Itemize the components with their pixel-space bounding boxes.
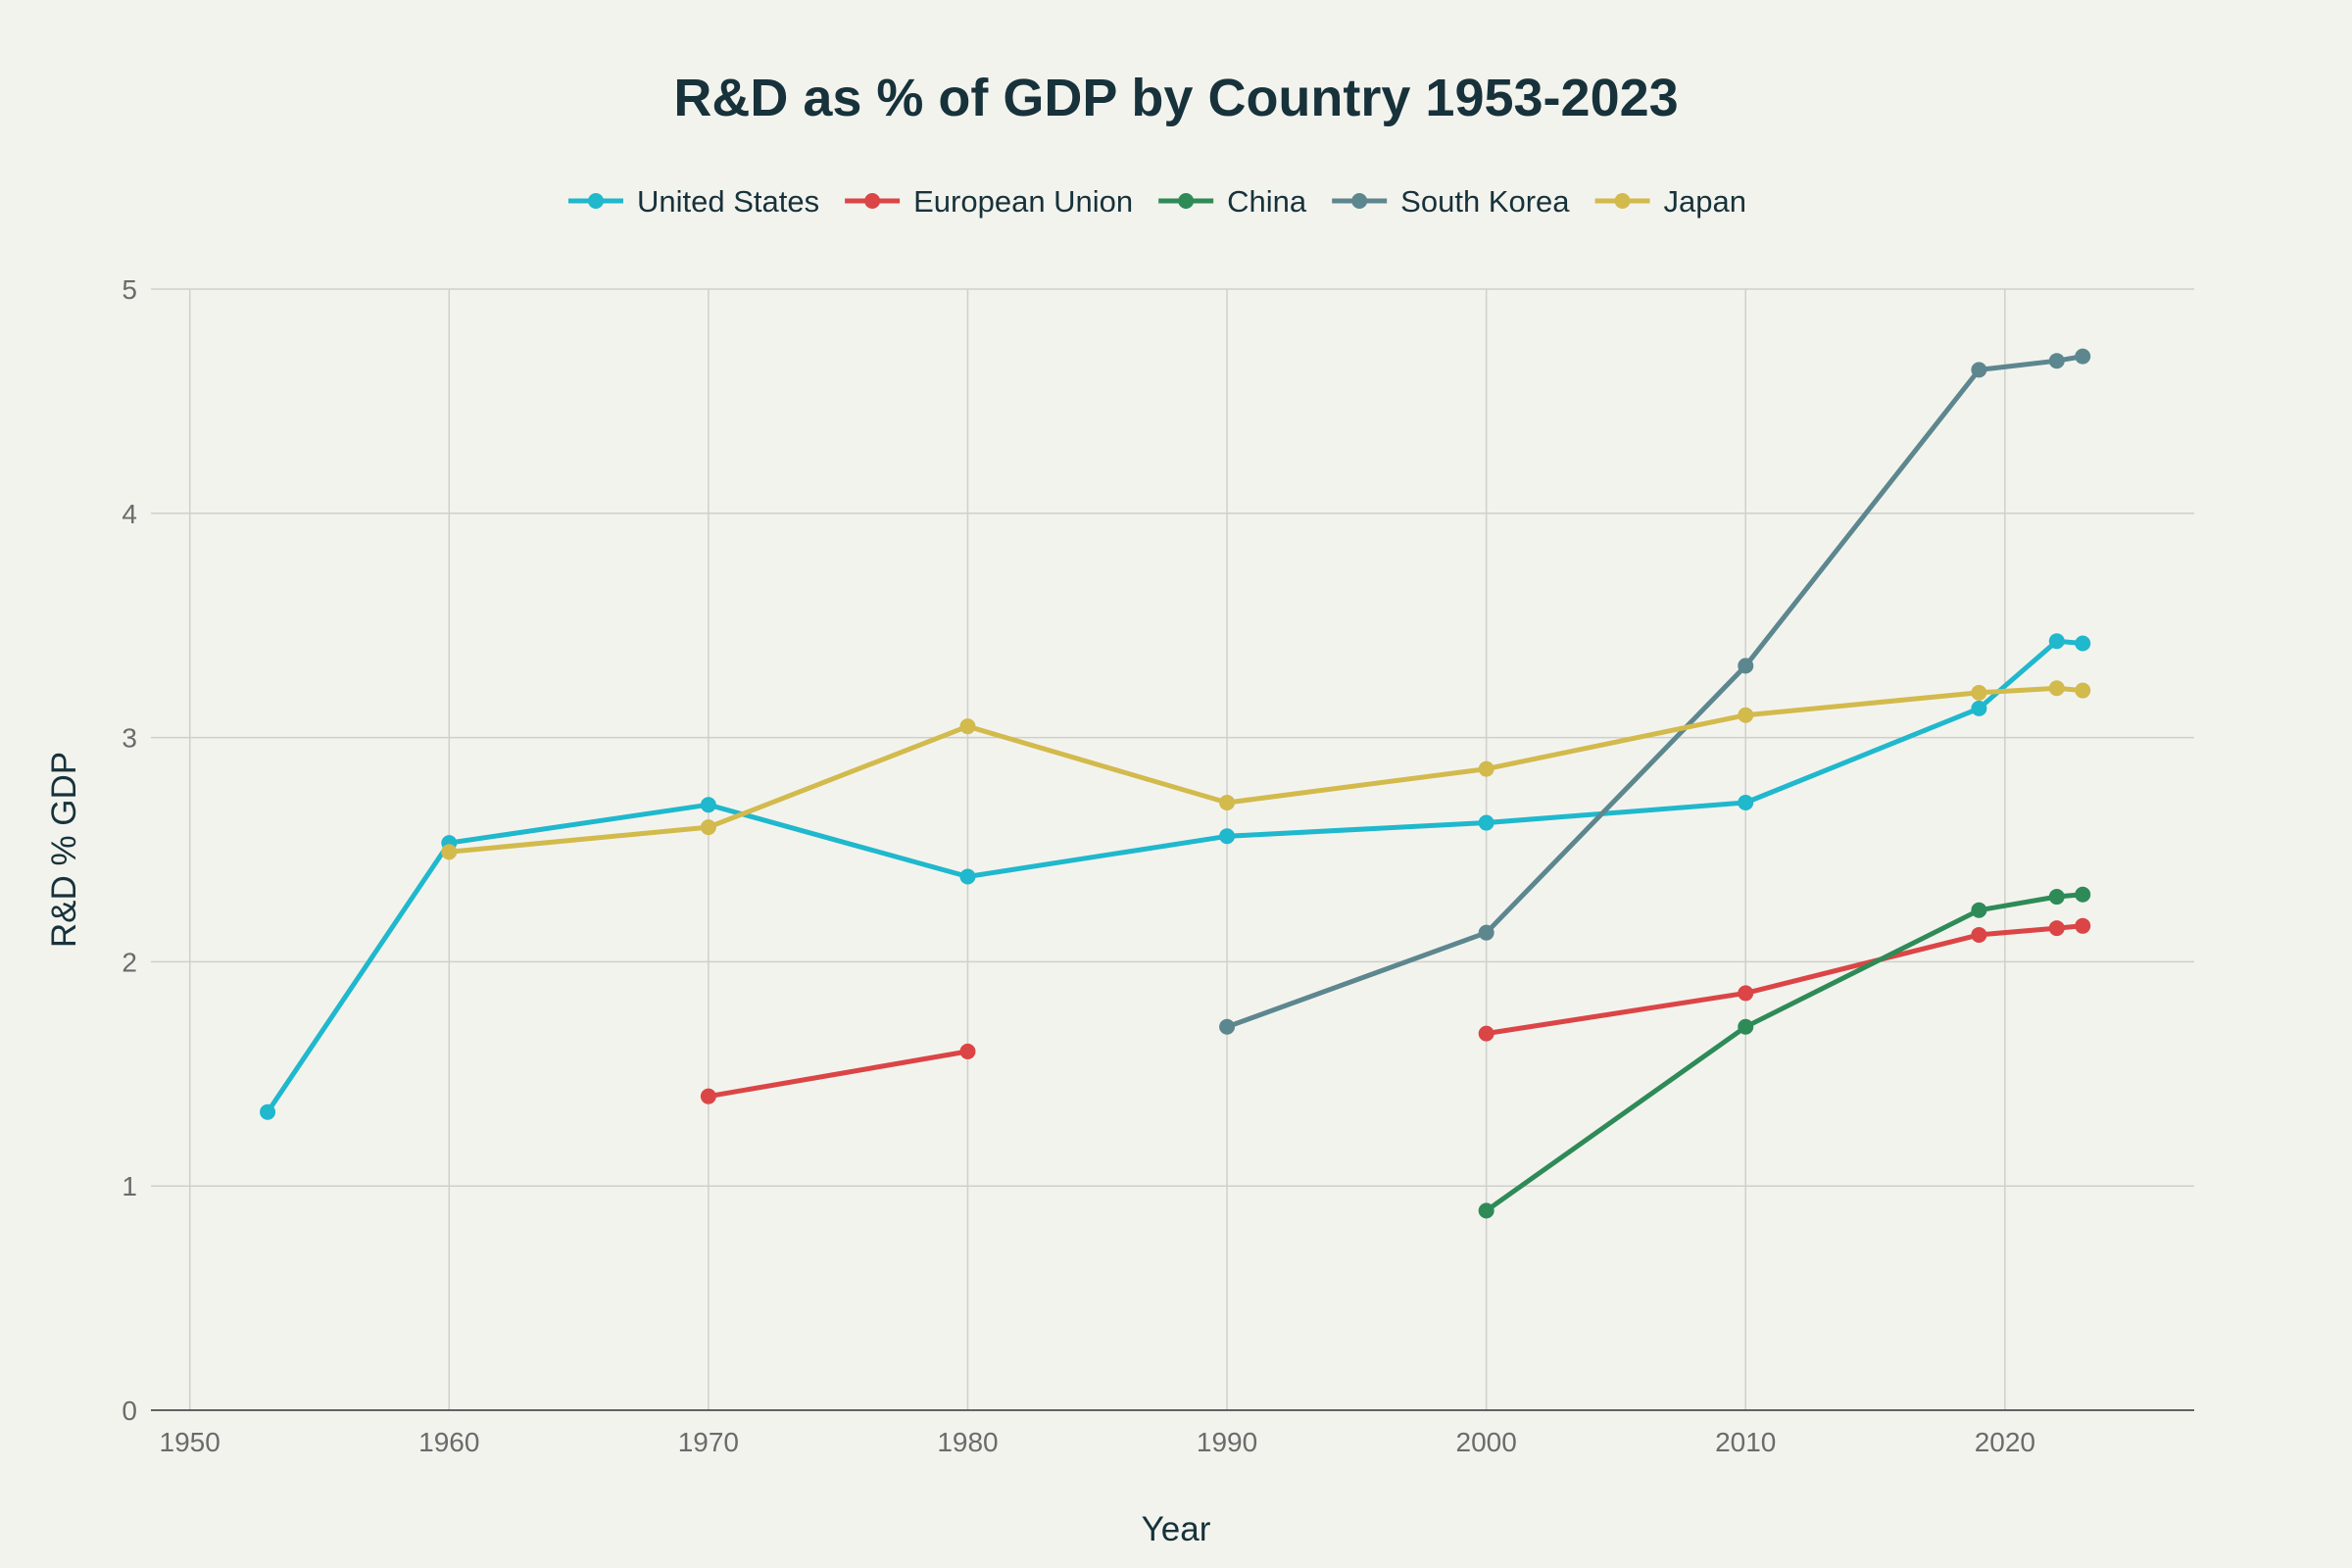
data-point[interactable] — [1971, 902, 1987, 918]
data-point[interactable] — [1219, 1018, 1236, 1035]
data-point[interactable] — [1971, 926, 1987, 943]
series-line — [1485, 892, 2083, 1213]
series-japan — [441, 680, 2091, 860]
legend-marker — [864, 193, 881, 209]
series-european-union — [700, 917, 2091, 1104]
y-tick-label: 3 — [122, 723, 137, 754]
series-group — [260, 348, 2091, 1219]
data-point[interactable] — [2048, 353, 2065, 369]
y-tick-label: 2 — [122, 947, 137, 977]
series-line — [1226, 354, 2083, 1030]
data-point[interactable] — [2048, 889, 2065, 906]
legend-marker — [1351, 193, 1368, 209]
data-point[interactable] — [700, 797, 716, 813]
data-point[interactable] — [441, 844, 458, 860]
data-point[interactable] — [2048, 920, 2065, 937]
y-tick-label: 5 — [122, 274, 137, 305]
legend-label: Japan — [1664, 184, 1746, 219]
series-line — [708, 923, 2083, 1100]
legend-item[interactable]: United States — [568, 184, 819, 219]
x-tick-label: 1980 — [937, 1427, 998, 1457]
data-point[interactable] — [1738, 707, 1754, 723]
data-point[interactable] — [1219, 794, 1236, 810]
data-point[interactable] — [959, 718, 976, 735]
legend-label: European Union — [913, 184, 1133, 219]
legend-label: China — [1227, 184, 1307, 219]
tick-labels: 1950 1960 1970 1980 1990 2000 2010 2020 0 1 2 3 4 5 — [122, 274, 2035, 1457]
legend-label: United States — [637, 184, 819, 219]
legend-item[interactable]: South Korea — [1332, 184, 1570, 219]
data-point[interactable] — [959, 1043, 976, 1059]
legend-item[interactable]: European Union — [845, 184, 1133, 219]
y-axis-title: R&D % GDP — [45, 752, 83, 948]
data-point[interactable] — [1478, 814, 1494, 831]
series-line — [266, 638, 2083, 1114]
y-tick-label: 1 — [122, 1171, 137, 1201]
grid — [151, 288, 2194, 1411]
legend-marker — [588, 193, 604, 209]
series-china — [1478, 886, 2091, 1219]
y-tick-label: 0 — [122, 1396, 137, 1426]
y-tick-label: 4 — [122, 499, 137, 529]
data-point[interactable] — [2075, 917, 2091, 934]
data-point[interactable] — [1219, 828, 1236, 845]
x-tick-label: 2010 — [1715, 1427, 1776, 1457]
x-tick-label: 1990 — [1197, 1427, 1257, 1457]
legend-label: South Korea — [1400, 184, 1570, 219]
data-point[interactable] — [1971, 700, 1987, 716]
data-point[interactable] — [1738, 658, 1754, 674]
legend-item[interactable]: Japan — [1594, 184, 1746, 219]
data-point[interactable] — [1971, 362, 1987, 378]
data-point[interactable] — [1478, 760, 1494, 777]
x-tick-label: 2000 — [1456, 1427, 1517, 1457]
data-point[interactable] — [2048, 680, 2065, 697]
data-point[interactable] — [2075, 348, 2091, 365]
data-point[interactable] — [1478, 1025, 1494, 1042]
data-point[interactable] — [700, 1088, 716, 1104]
series-south-korea — [1219, 348, 2091, 1035]
data-point[interactable] — [1478, 924, 1494, 941]
data-point[interactable] — [1478, 1202, 1494, 1219]
data-point[interactable] — [1738, 794, 1754, 810]
x-tick-label: 1950 — [160, 1427, 220, 1457]
legend-marker — [1178, 193, 1195, 209]
data-point[interactable] — [2075, 682, 2091, 699]
data-point[interactable] — [2075, 635, 2091, 652]
data-point[interactable] — [260, 1103, 276, 1120]
data-point[interactable] — [959, 868, 976, 885]
data-point[interactable] — [1738, 985, 1754, 1002]
data-point[interactable] — [1738, 1018, 1754, 1035]
data-point[interactable] — [1971, 684, 1987, 701]
x-axis-title: Year — [1142, 1510, 1211, 1548]
data-point[interactable] — [700, 819, 716, 836]
x-tick-label: 1960 — [418, 1427, 479, 1457]
x-tick-label: 2020 — [1975, 1427, 2035, 1457]
legend: United States European Union China South Ko… — [568, 184, 1746, 219]
legend-marker — [1614, 193, 1631, 209]
legend-item[interactable]: China — [1158, 184, 1307, 219]
x-tick-label: 1970 — [678, 1427, 739, 1457]
series-line — [449, 685, 2083, 855]
chart-title: R&D as % of GDP by Country 1953-2023 — [673, 69, 1678, 127]
data-point[interactable] — [2075, 886, 2091, 903]
data-point[interactable] — [2048, 633, 2065, 650]
